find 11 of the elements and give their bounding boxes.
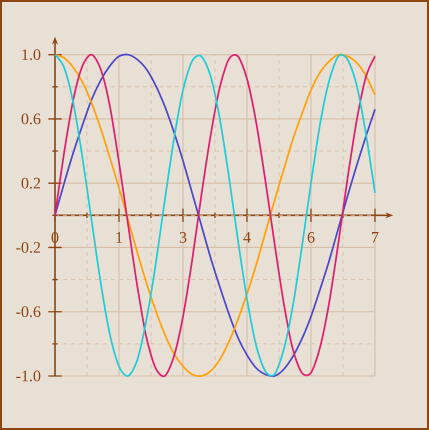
y-tick-label: 0.2 bbox=[22, 178, 40, 189]
x-tick-label: 1 bbox=[116, 232, 122, 243]
y-tick-label: -1.0 bbox=[16, 370, 40, 382]
y-tick-label: -0.6 bbox=[16, 306, 40, 318]
x-tick-label: 4 bbox=[243, 232, 251, 243]
y-tick-label: -0.2 bbox=[16, 242, 40, 253]
x-tick-label: 3 bbox=[180, 232, 186, 243]
y-tick-label: 0.6 bbox=[22, 114, 40, 124]
x-tick-label: 6 bbox=[308, 232, 315, 243]
y-tick-label: 1.0 bbox=[22, 49, 40, 60]
x-tick-label: 7 bbox=[372, 232, 379, 243]
